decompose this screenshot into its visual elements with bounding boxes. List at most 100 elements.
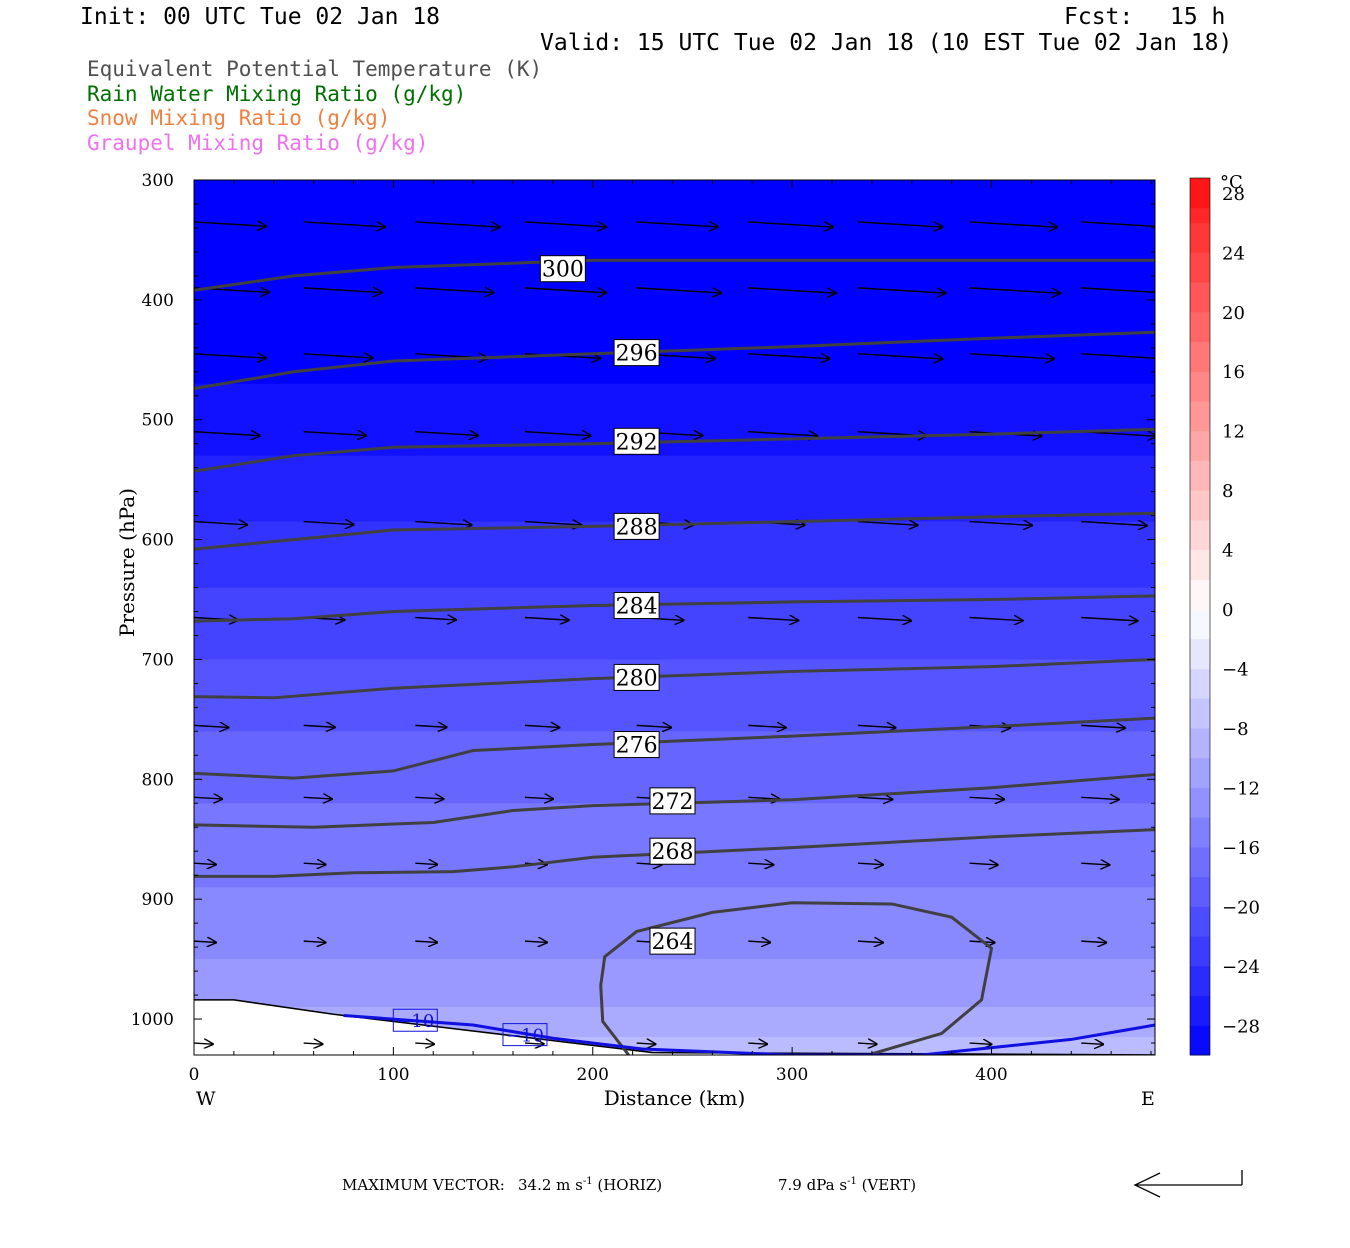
theta-e-line	[194, 828, 1155, 878]
wind-vector	[857, 221, 942, 227]
legend-graupel: Graupel Mixing Ratio (g/kg)	[87, 131, 429, 155]
wind-vector	[303, 432, 367, 436]
wind-vector	[194, 222, 266, 226]
wind-vector	[303, 941, 326, 942]
horiz-unit: (HORIZ)	[592, 1176, 663, 1194]
wind-vector	[969, 353, 1054, 359]
y-axis-title: Pressure (hPa)	[115, 488, 139, 637]
theta-e-label: 284	[616, 595, 658, 620]
wind-vector	[748, 618, 798, 621]
wind-vector	[1081, 618, 1137, 621]
temperature-fill	[194, 180, 1155, 1055]
wind-vector	[857, 941, 883, 943]
colorbar-swatch	[1190, 400, 1210, 432]
wind-vector	[524, 522, 581, 525]
colorbar: 28 24 20 16 12 8 4 0 −4 −8 −12 −16 −20 −24 −28 °C	[1189, 172, 1260, 1056]
wind-vector	[415, 221, 499, 227]
wind-vector	[857, 353, 942, 359]
x-tick-label: 0	[189, 1065, 200, 1085]
theta-e-line	[194, 657, 1155, 700]
theta-e-label: 276	[616, 734, 658, 759]
colorbar-swatch	[1190, 252, 1210, 283]
theta-e-line	[194, 716, 1155, 780]
wind-vector	[1081, 522, 1147, 526]
wind-vector	[748, 863, 773, 865]
colorbar-swatch	[1190, 757, 1210, 788]
y-tick-label: 400	[142, 291, 174, 311]
colorbar-swatch	[1190, 668, 1210, 699]
wind-vector	[1081, 725, 1125, 728]
wind-vector	[969, 797, 1004, 799]
wind-vector	[303, 522, 354, 525]
wind-vector	[524, 287, 606, 293]
wind-vector	[415, 522, 471, 525]
colorbar-swatch	[1190, 638, 1210, 670]
wind-vector	[303, 863, 326, 864]
wind-vector	[969, 287, 1061, 293]
theta-e-line	[194, 427, 1155, 473]
colorbar-swatch	[1190, 698, 1210, 729]
wind-vectors	[194, 221, 1155, 1044]
colorbar-swatch	[1190, 817, 1210, 848]
colorbar-label: 12	[1222, 422, 1245, 443]
x-axis-title: Distance (km)	[604, 1086, 746, 1110]
colorbar-swatch	[1190, 727, 1210, 759]
theta-e-label-box	[649, 787, 696, 815]
max-vector-horiz: 34.2 m s-1 (HORIZ)	[518, 1176, 662, 1194]
colorbar-swatch	[1190, 609, 1210, 640]
wind-vector	[1081, 353, 1155, 359]
colorbar-swatch	[1190, 460, 1210, 491]
temp-label-box	[502, 1023, 548, 1047]
wind-vector	[969, 221, 1058, 227]
wind-vector	[415, 432, 478, 436]
theta-e-line	[194, 258, 1155, 292]
wind-vector	[194, 725, 228, 727]
wind-vector	[194, 354, 266, 358]
theta-e-label-box	[649, 837, 696, 865]
theta-e-label: 296	[616, 342, 658, 367]
theta-e-label: 264	[652, 930, 694, 955]
wind-vector	[303, 354, 373, 358]
colorbar-label: −8	[1222, 719, 1249, 740]
reference-vector	[1133, 1170, 1243, 1198]
theta-e-contours	[194, 258, 1155, 1055]
theta-e-label-box	[613, 512, 660, 540]
vert-sup: -1	[847, 1176, 857, 1187]
temp-label: −10	[506, 1026, 544, 1047]
theta-e-line	[194, 511, 1155, 551]
forecast-hour-label: Fcst:	[1064, 4, 1134, 30]
theta-e-label-box	[539, 255, 586, 283]
theta-e-label: 288	[616, 515, 658, 540]
theta-e-label-box	[613, 731, 660, 759]
colorbar-swatch	[1190, 787, 1210, 818]
wind-vector	[303, 1043, 323, 1044]
wind-vector	[415, 797, 443, 799]
colorbar-swatch	[1190, 519, 1210, 551]
y-tick-label: 600	[142, 531, 174, 551]
colorbar-swatch	[1190, 549, 1210, 580]
wind-vector	[524, 432, 591, 436]
wind-vector	[194, 941, 216, 942]
reference-vector-head	[1133, 1172, 1161, 1198]
terrain-line	[194, 999, 1155, 1055]
colorbar-label: −16	[1222, 838, 1260, 859]
wind-vector	[524, 1043, 544, 1044]
wind-vector	[748, 353, 829, 359]
theta-e-line	[194, 594, 1155, 623]
wind-vector	[415, 288, 493, 293]
vert-value: 7.9 dPa s	[778, 1176, 848, 1194]
wind-vector	[303, 221, 385, 227]
colorbar-swatch	[1190, 965, 1210, 997]
colorbar-label: −4	[1222, 660, 1249, 681]
wind-vector	[857, 522, 917, 526]
legend-theta-e: Equivalent Potential Temperature (K)	[87, 57, 543, 81]
wind-vector	[969, 1043, 992, 1044]
colorbar-swatch	[1190, 490, 1210, 521]
theta-e-label-box	[613, 339, 660, 367]
theta-e-label: 280	[616, 666, 658, 691]
colorbar-frame	[1189, 177, 1211, 1056]
wind-vector	[857, 725, 896, 727]
colorbar-label: 8	[1222, 481, 1233, 502]
y-tick-label: 500	[142, 411, 174, 431]
temp-label-box	[392, 1008, 438, 1032]
